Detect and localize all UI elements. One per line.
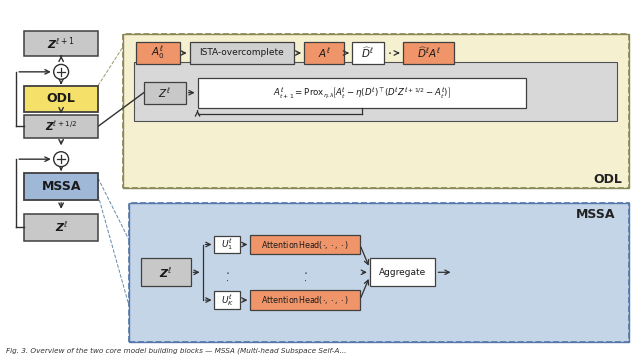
Bar [129, 203, 628, 342]
Text: ISTA-overcomplete: ISTA-overcomplete [200, 49, 284, 57]
Text: $A_{t+1}^\ell = \mathrm{Prox}_{\eta,\lambda}\!\left[A_t^\ell - \eta(D^\ell)^\top: $A_{t+1}^\ell = \mathrm{Prox}_{\eta,\lam… [273, 85, 451, 100]
Bar [136, 42, 180, 64]
Text: $A_0^\ell$: $A_0^\ell$ [151, 45, 164, 61]
Text: $A^\ell$: $A^\ell$ [317, 46, 330, 60]
Bar [24, 31, 98, 56]
Text: $\mathrm{AttentionHead}(\cdot,\cdot,\cdot)$: $\mathrm{AttentionHead}(\cdot,\cdot,\cdo… [261, 238, 349, 250]
Bar [304, 42, 344, 64]
Bar [403, 42, 454, 64]
Bar [214, 291, 241, 309]
Bar [250, 290, 360, 310]
Text: $\cdot$: $\cdot$ [303, 266, 307, 279]
Bar [129, 203, 628, 342]
Text: $U_1^\ell$: $U_1^\ell$ [221, 237, 234, 252]
Text: $Z^\ell$: $Z^\ell$ [158, 86, 171, 99]
Bar [123, 34, 628, 188]
Text: $\widehat{D}^{\ell}A^\ell$: $\widehat{D}^{\ell}A^\ell$ [417, 46, 440, 60]
Bar [24, 214, 98, 241]
Text: $\boldsymbol{Z}^{\ell}$: $\boldsymbol{Z}^{\ell}$ [54, 220, 68, 234]
Text: $\cdot$: $\cdot$ [225, 275, 229, 285]
Circle shape [54, 64, 68, 79]
Bar [214, 236, 241, 253]
Bar [134, 62, 617, 122]
Bar [250, 234, 360, 254]
Text: $\boldsymbol{Z}^{\ell}$: $\boldsymbol{Z}^{\ell}$ [159, 265, 172, 280]
Text: $\mathrm{AttentionHead}(\cdot,\cdot,\cdot)$: $\mathrm{AttentionHead}(\cdot,\cdot,\cdo… [261, 294, 349, 306]
Text: MSSA: MSSA [576, 208, 616, 221]
Bar [123, 34, 628, 188]
Bar [198, 78, 526, 107]
Bar [352, 42, 384, 64]
Circle shape [54, 152, 68, 167]
Text: $U_K^\ell$: $U_K^\ell$ [221, 293, 234, 307]
Text: $\cdot$: $\cdot$ [225, 266, 230, 279]
Text: $\widehat{D}^{\ell}$: $\widehat{D}^{\ell}$ [362, 46, 374, 60]
Text: ODL: ODL [47, 92, 76, 105]
Text: MSSA: MSSA [42, 180, 81, 193]
Text: $\cdot$: $\cdot$ [387, 46, 392, 60]
Text: Aggregate: Aggregate [379, 268, 426, 277]
Bar [24, 173, 98, 200]
Bar [24, 86, 98, 111]
Text: ODL: ODL [593, 172, 622, 185]
Bar [144, 82, 186, 103]
Text: Fig. 3. Overview of the two core model building blocks — MSSA (Multi-head Subspa: Fig. 3. Overview of the two core model b… [6, 347, 347, 354]
Text: $\boldsymbol{Z}^{\ell+1}$: $\boldsymbol{Z}^{\ell+1}$ [47, 35, 75, 52]
Bar [370, 258, 435, 286]
Bar [141, 258, 191, 286]
Text: $\cdot$: $\cdot$ [303, 275, 307, 285]
Text: $\boldsymbol{Z}^{\ell+1/2}$: $\boldsymbol{Z}^{\ell+1/2}$ [45, 119, 77, 133]
Bar [189, 42, 294, 64]
Bar [24, 114, 98, 138]
